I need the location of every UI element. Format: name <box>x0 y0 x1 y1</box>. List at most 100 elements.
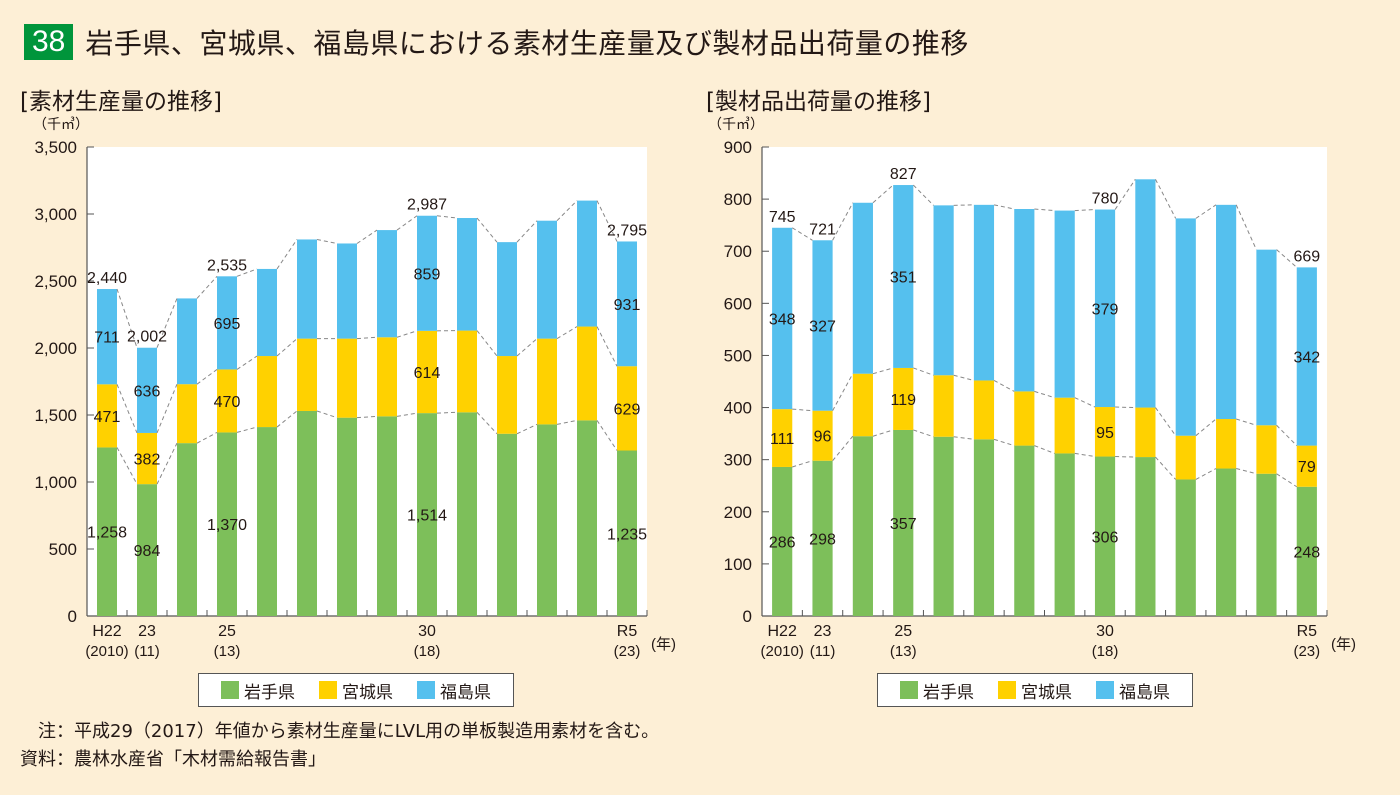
legend-item-miyagi: 宮城県 <box>319 678 393 703</box>
bar-segment-iwate <box>852 436 873 616</box>
bar-segment-iwate <box>933 436 954 616</box>
connector-line <box>276 239 298 270</box>
connector-line <box>1034 445 1055 454</box>
data-label: 629 <box>614 401 641 418</box>
bar-segment-iwate <box>217 432 237 616</box>
bar-segment-miyagi <box>577 326 597 421</box>
data-label: 614 <box>414 365 441 382</box>
bar-segment-iwate <box>973 439 995 616</box>
connector-line <box>116 288 138 348</box>
connector-line <box>872 184 894 204</box>
connector-line <box>236 268 258 277</box>
left-chart-legend: 岩手県 宮城県 福島県 <box>198 673 514 707</box>
data-label: 1,258 <box>87 525 127 542</box>
legend-label: 福島県 <box>440 682 491 703</box>
bar-segment-fukushima <box>537 220 557 339</box>
bar-segment-fukushima <box>337 243 357 339</box>
connector-line <box>276 338 298 357</box>
x-tick-label: R5 <box>617 623 638 640</box>
bar-segment-fukushima <box>257 268 277 357</box>
bar-segment-fukushima <box>933 205 954 376</box>
total-label: 780 <box>1092 191 1119 208</box>
bar-segment-iwate <box>577 420 597 616</box>
bar-segment-iwate <box>257 427 277 616</box>
connector-line <box>156 298 178 348</box>
data-label: 286 <box>769 534 796 551</box>
bar-segment-miyagi <box>1175 435 1196 480</box>
bar-segment-iwate <box>893 429 914 616</box>
connector-line <box>1115 406 1136 409</box>
connector-line <box>556 200 578 222</box>
x-tick-sublabel: (13) <box>890 643 917 660</box>
total-label: 2,987 <box>407 197 447 214</box>
bar-segment-fukushima <box>97 289 117 385</box>
bar-segment-fukushima <box>377 230 397 338</box>
connector-line <box>556 419 578 425</box>
x-tick-label: H22 <box>92 623 121 640</box>
connector-line <box>993 438 1015 447</box>
bar-segment-miyagi <box>537 338 557 425</box>
connector-line <box>196 275 218 299</box>
data-label: 1,370 <box>207 517 247 534</box>
bar-segment-miyagi <box>337 338 357 418</box>
connector-line <box>1115 456 1136 458</box>
x-tick-label: 30 <box>1096 623 1114 640</box>
bar-segment-iwate <box>1256 473 1277 616</box>
connector-line <box>832 435 854 462</box>
data-label: 471 <box>94 409 121 426</box>
bar-segment-iwate <box>1135 457 1156 616</box>
source-line: 資料：農林水産省「木材需給報告書」 <box>20 749 326 770</box>
legend-swatch-iwate <box>900 681 918 699</box>
connector-line <box>953 436 974 440</box>
connector-line <box>1236 468 1257 475</box>
y-tick-label: 100 <box>724 555 752 574</box>
connector-line <box>1034 390 1055 399</box>
bar-segment-iwate <box>497 433 517 616</box>
bar-segment-miyagi <box>772 409 793 467</box>
bar-segment-fukushima <box>893 185 914 368</box>
connector-line <box>832 373 854 411</box>
data-label: 79 <box>1298 459 1316 476</box>
bar-segment-miyagi <box>1014 391 1035 446</box>
bar-segment-miyagi <box>377 337 397 417</box>
legend-item-fukushima: 福島県 <box>417 678 491 703</box>
connector-line <box>1195 468 1217 480</box>
bar-segment-miyagi <box>1054 397 1075 454</box>
connector-line <box>476 411 498 435</box>
connector-line <box>872 429 894 437</box>
y-tick-label: 200 <box>724 503 752 522</box>
legend-item-miyagi: 宮城県 <box>998 678 1072 703</box>
bar-segment-iwate <box>1094 456 1116 616</box>
bar-segment-miyagi <box>1216 419 1237 469</box>
figure-header: 38 岩手県、宮城県、福島県における素材生産量及び製材品出荷量の推移 <box>24 22 969 62</box>
x-axis-unit: (年) <box>1331 636 1356 653</box>
bar-segment-miyagi <box>1256 425 1277 474</box>
y-tick-label: 900 <box>724 138 752 157</box>
y-tick-label: 3,500 <box>34 138 77 157</box>
bar-segment-fukushima <box>457 218 477 331</box>
connector-line <box>913 367 934 376</box>
figure-title: 岩手県、宮城県、福島県における素材生産量及び製材品出荷量の推移 <box>85 27 969 60</box>
connector-line <box>993 380 1015 392</box>
data-label: 1,235 <box>607 526 647 543</box>
data-label: 984 <box>134 543 161 560</box>
bar-segment-fukushima <box>177 298 197 385</box>
figure-number-badge: 38 <box>24 24 74 60</box>
y-tick-label: 3,000 <box>34 205 77 224</box>
bar-segment-fukushima <box>1256 249 1277 426</box>
x-tick-label: 25 <box>894 623 912 640</box>
x-tick-label: 23 <box>138 623 156 640</box>
bar-segment-miyagi <box>257 356 277 428</box>
y-tick-label: 400 <box>724 399 752 418</box>
connector-line <box>276 410 298 428</box>
x-tick-label: H22 <box>767 623 796 640</box>
x-tick-label: 23 <box>814 623 832 640</box>
data-label: 470 <box>214 394 241 411</box>
x-tick-sublabel: (11) <box>134 643 160 660</box>
x-tick-sublabel: (18) <box>1092 643 1119 660</box>
bar-segment-iwate <box>1216 468 1237 616</box>
bar-segment-iwate <box>417 413 437 616</box>
y-axis-unit: （千㎥） <box>33 116 89 132</box>
right-chart-legend: 岩手県 宮城県 福島県 <box>877 673 1193 707</box>
connector-line <box>792 408 813 412</box>
